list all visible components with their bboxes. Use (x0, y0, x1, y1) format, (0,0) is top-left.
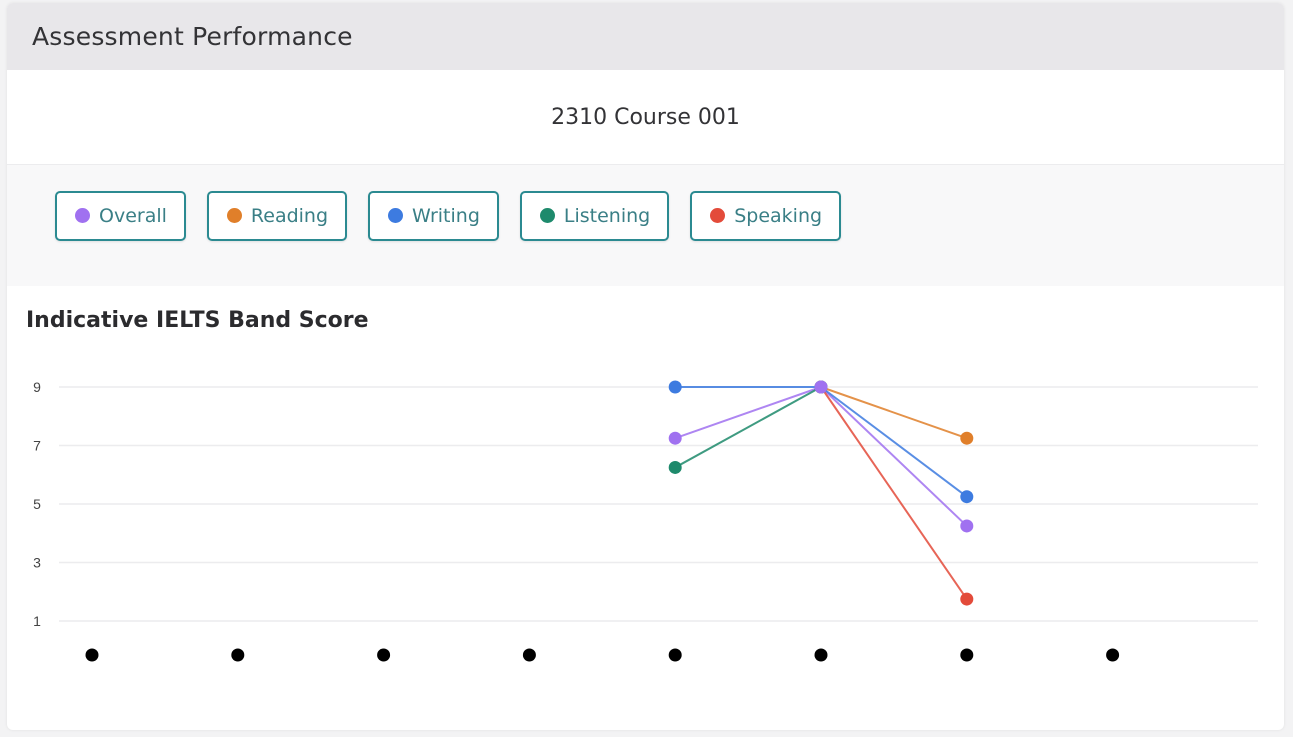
data-point-writing[interactable] (668, 380, 682, 394)
data-point-listening[interactable] (668, 460, 682, 474)
legend-label: Listening (563, 204, 651, 227)
y-tick-label: 5 (33, 496, 41, 512)
legend-toggle-listening[interactable]: Listening (519, 190, 670, 241)
legend-toggle-speaking[interactable]: Speaking (690, 190, 842, 241)
x-axis-tick-dot-icon (668, 648, 682, 662)
x-axis-tick-dot-icon (814, 648, 828, 662)
y-tick-label: 3 (33, 555, 41, 571)
x-axis-tick-dot-icon (522, 648, 536, 662)
series-line-writing (820, 386, 968, 498)
series-line-overall (674, 386, 822, 440)
chart-title: Indicative IELTS Band Score (26, 308, 369, 333)
data-point-reading[interactable] (960, 431, 974, 445)
course-section: 2310 Course 001 (7, 70, 1284, 165)
chart-section: Indicative IELTS Band Score 9 7 5 3 1 (7, 286, 1284, 730)
writing-color-dot-icon (388, 208, 404, 223)
overall-color-dot-icon (75, 208, 90, 223)
data-point-speaking[interactable] (960, 592, 974, 606)
assessment-performance-card: Assessment Performance 2310 Course 001 O… (7, 3, 1284, 730)
data-point-overall[interactable] (668, 431, 682, 445)
legend-label: Reading (250, 204, 329, 227)
series-line-overall (820, 386, 968, 527)
speaking-color-dot-icon (710, 208, 726, 223)
page-title: Assessment Performance (32, 22, 353, 51)
line-chart: 9 7 5 3 1 (33, 379, 1258, 662)
data-point-overall[interactable] (814, 380, 828, 394)
y-tick-label: 9 (33, 379, 41, 395)
listening-color-dot-icon (539, 208, 555, 223)
series-line-listening (674, 386, 822, 469)
x-axis-tick-dot-icon (377, 648, 391, 662)
x-axis-tick-dot-icon (231, 648, 245, 662)
reading-color-dot-icon (226, 208, 242, 223)
y-tick-label: 7 (33, 438, 41, 454)
legend-toggle-reading[interactable]: Reading (206, 190, 348, 241)
series-line-reading (820, 386, 968, 440)
card-header: Assessment Performance (7, 3, 1284, 70)
y-tick-label: 1 (33, 613, 41, 629)
data-point-overall[interactable] (960, 519, 974, 533)
x-axis-tick-dot-icon (960, 648, 974, 662)
x-axis-tick-dot-icon (1106, 648, 1120, 662)
legend-toggle-overall[interactable]: Overall (55, 190, 186, 241)
legend-toggle-writing[interactable]: Writing (368, 190, 499, 241)
x-axis-tick-dot-icon (85, 648, 99, 662)
legend-label: Writing (412, 204, 480, 227)
legend-label: Speaking (734, 204, 823, 227)
legend-filter-bar: Overall Reading Writing Listening Speaki… (7, 165, 1284, 286)
data-point-writing[interactable] (960, 490, 974, 504)
course-name: 2310 Course 001 (551, 104, 740, 130)
series-line-speaking (820, 386, 968, 600)
legend-label: Overall (99, 204, 167, 227)
